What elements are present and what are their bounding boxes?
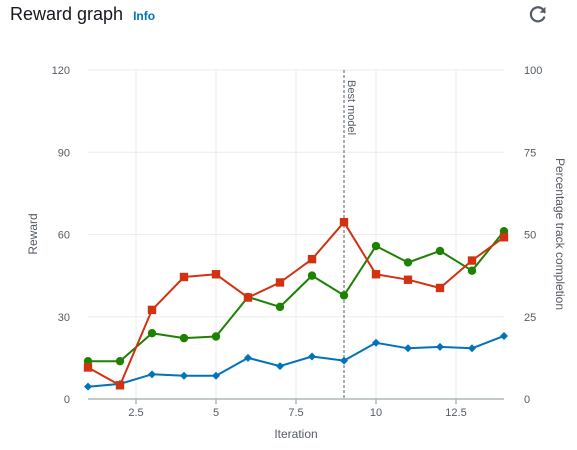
y2-tick-label: 0: [524, 394, 530, 406]
data-point: [244, 353, 252, 362]
data-point: [371, 241, 381, 251]
data-point: [115, 381, 125, 390]
series-diamond: [84, 331, 508, 391]
y2-tick-label: 75: [524, 147, 536, 159]
data-point: [83, 356, 93, 366]
data-point: [147, 329, 157, 338]
right-axis-ticks: 0 25 50 75 100: [524, 65, 542, 406]
data-point: [467, 266, 477, 275]
data-point: [275, 302, 285, 312]
series-line: [87, 334, 505, 388]
y-tick-label: 120: [52, 65, 70, 77]
left-axis-title: Reward: [26, 213, 40, 254]
refresh-icon[interactable]: [527, 3, 549, 25]
x-tick-label: 5: [213, 407, 219, 419]
data-point: [243, 293, 253, 302]
data-point: [308, 352, 316, 361]
y-tick-label: 90: [58, 147, 70, 159]
data-point: [404, 344, 412, 353]
data-point: [83, 363, 93, 372]
data-point: [436, 342, 444, 351]
panel-title: Reward graph: [10, 4, 124, 24]
data-point: [372, 338, 380, 347]
data-point: [179, 333, 189, 343]
x-axis-title: Iteration: [274, 427, 317, 441]
data-point: [212, 371, 220, 380]
data-point: [403, 258, 413, 267]
data-point: [307, 254, 317, 264]
y2-tick-label: 25: [524, 312, 536, 324]
data-point: [500, 331, 508, 340]
data-point: [467, 256, 477, 265]
data-point: [211, 332, 221, 341]
panel-header: Reward graph Info: [10, 4, 155, 28]
info-link[interactable]: Info: [133, 9, 156, 23]
x-tick-label: 12.5: [445, 407, 466, 419]
data-point: [179, 272, 189, 282]
x-tick-label: 7.5: [288, 407, 303, 419]
data-point: [180, 371, 188, 380]
data-point: [307, 271, 317, 280]
data-point: [84, 382, 92, 391]
series-square: [83, 217, 509, 390]
x-tick-label: 10: [370, 407, 382, 419]
data-point: [148, 370, 156, 379]
series-line: [87, 221, 505, 387]
data-point: [115, 356, 125, 366]
left-axis-ticks: 0 30 60 90 120: [52, 65, 70, 406]
x-axis-ticks: 2.5 5 7.5 10 12.5: [128, 399, 467, 419]
y2-tick-label: 100: [524, 65, 542, 77]
data-point: [211, 270, 221, 279]
data-point: [435, 246, 445, 256]
y-tick-label: 60: [58, 230, 70, 242]
best-model-label: Best model: [345, 80, 357, 135]
chart-series: [83, 217, 509, 391]
data-point: [147, 305, 157, 315]
series-circle: [83, 227, 509, 366]
data-point: [371, 270, 381, 279]
data-point: [499, 233, 509, 242]
y-tick-label: 0: [64, 394, 70, 406]
series-line: [88, 230, 505, 363]
data-point: [403, 275, 413, 284]
data-point: [468, 344, 476, 353]
data-point: [275, 278, 285, 287]
data-point: [339, 217, 349, 227]
chart-grid: [88, 69, 504, 400]
data-point: [340, 356, 348, 365]
best-model-annotation: Best model: [343, 70, 357, 399]
x-tick-label: 2.5: [128, 407, 143, 419]
right-axis-title: Percentage track completion: [553, 158, 567, 310]
data-point: [276, 362, 284, 371]
y2-tick-label: 50: [524, 230, 536, 242]
data-point: [435, 283, 445, 293]
y-tick-label: 30: [58, 312, 70, 324]
data-point: [339, 291, 349, 300]
